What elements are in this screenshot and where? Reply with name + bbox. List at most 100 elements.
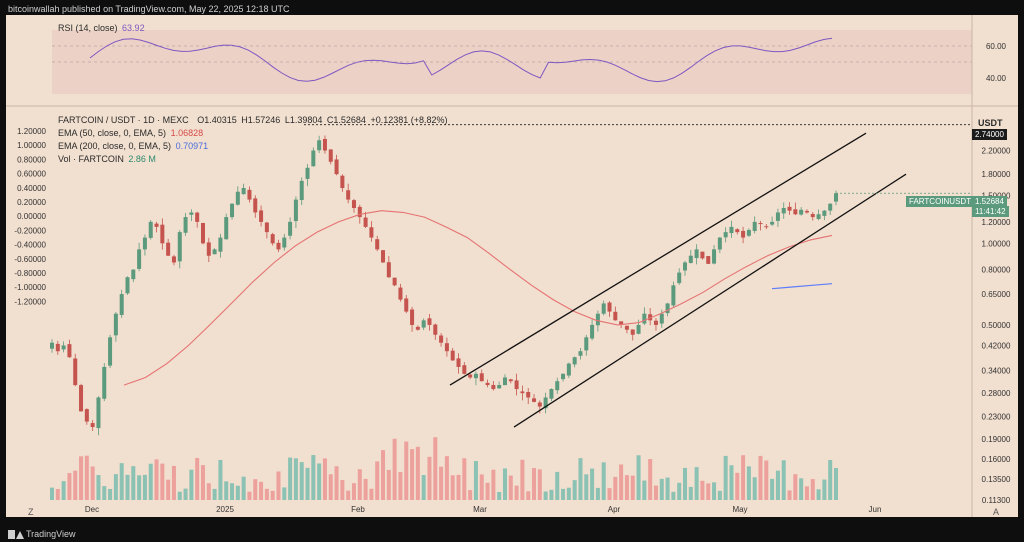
volume-bar — [381, 450, 386, 500]
candle-body — [450, 350, 455, 361]
auto-scale-button[interactable]: A — [993, 507, 1000, 517]
volume-bar — [497, 491, 502, 500]
price-axis-label: 0.13500 — [982, 475, 1011, 484]
zoom-button[interactable]: Z — [28, 507, 34, 517]
volume-bar — [601, 462, 606, 500]
candle-body — [259, 210, 264, 222]
volume-bar — [375, 461, 380, 500]
candle-body — [439, 335, 444, 343]
rsi-legend: RSI (14, close) 63.92 — [56, 23, 145, 33]
rsi-axis-label: 60.00 — [986, 42, 1007, 51]
volume-bar — [253, 479, 258, 500]
volume-bar — [189, 469, 194, 500]
ohlc-low: L1.39804 — [284, 115, 323, 125]
candle-body — [712, 249, 717, 264]
volume-bar — [613, 476, 618, 500]
ema50-label: EMA (50, close, 0, EMA, 5) — [58, 128, 167, 138]
price-axis-label: 0.19000 — [982, 435, 1011, 444]
candle-body — [270, 234, 275, 244]
volume-bar — [595, 487, 600, 500]
price-axis-label: 0.42000 — [982, 341, 1011, 350]
volume-bar — [677, 482, 682, 500]
volume-bar — [712, 482, 717, 500]
price-axis-label: 0.28000 — [982, 389, 1011, 398]
candle-body — [561, 373, 566, 380]
volume-bar — [334, 466, 339, 500]
volume-bar — [810, 479, 815, 500]
candle-body — [375, 239, 380, 250]
candle-body — [317, 140, 322, 151]
volume-bar — [299, 462, 304, 500]
volume-bar — [61, 481, 66, 500]
candle-body — [543, 397, 548, 409]
price-axis-label: 0.50000 — [982, 321, 1011, 330]
volume-bar — [293, 458, 298, 500]
candle-body — [177, 232, 182, 262]
candle-body — [555, 381, 560, 391]
volume-bar — [619, 464, 624, 500]
volume-bar — [729, 465, 734, 500]
price-axis-label: 0.65000 — [982, 290, 1011, 299]
price-axis-label: 1.80000 — [982, 170, 1011, 179]
candle-body — [404, 298, 409, 312]
volume-bar — [50, 487, 54, 500]
volume-bar — [311, 455, 316, 500]
candle-body — [485, 382, 490, 386]
chart-background — [6, 15, 1018, 517]
volume-bar — [154, 459, 159, 500]
candle-body — [61, 345, 66, 350]
time-axis-label: Dec — [85, 505, 99, 514]
ohlc-change: +0.12381 (+8.82%) — [370, 115, 448, 125]
ema50-line — [123, 210, 833, 386]
candle-body — [828, 203, 833, 211]
candle-body — [595, 313, 600, 326]
volume-bar — [659, 478, 664, 500]
volume-bar — [79, 456, 84, 500]
left-axis-label: -0.80000 — [14, 269, 46, 278]
candle-body — [566, 363, 571, 376]
candle-body — [119, 294, 124, 315]
candle-body — [735, 229, 740, 233]
candle-body — [549, 389, 554, 399]
candle-body — [421, 320, 426, 328]
volume-bar — [160, 463, 165, 500]
volume-bar — [683, 467, 688, 500]
candle-body — [683, 262, 688, 271]
volume-bar — [793, 474, 798, 500]
volume-bar — [247, 491, 252, 500]
candle-body — [160, 224, 165, 244]
candle-body — [386, 262, 391, 278]
candle-body — [235, 191, 240, 205]
candle-body — [398, 287, 403, 300]
volume-bar — [206, 483, 211, 500]
candle-body — [665, 303, 670, 314]
candle-body — [462, 365, 467, 374]
volume-bar — [758, 455, 763, 500]
volume-bar — [514, 485, 519, 500]
candle-body — [804, 210, 809, 213]
volume-bar — [386, 469, 391, 500]
volume-bar — [822, 479, 827, 500]
volume-bar — [764, 460, 769, 500]
volume-value: 2.86 M — [128, 154, 156, 164]
candle-body — [590, 324, 595, 339]
candle-body — [357, 206, 362, 218]
volume-bar — [775, 470, 780, 500]
volume-bar — [276, 471, 281, 500]
candle-body — [473, 373, 478, 379]
candle-body — [764, 226, 769, 228]
candle-body — [241, 188, 246, 195]
volume-bar — [212, 488, 217, 500]
volume-bar — [653, 485, 658, 500]
price-axis-label: 1.20000 — [982, 218, 1011, 227]
volume-bar — [171, 465, 176, 500]
volume-bar — [770, 478, 775, 500]
volume-bar — [485, 482, 490, 500]
volume-bar — [468, 490, 473, 500]
candle-body — [79, 385, 84, 412]
left-axis-label: 1.00000 — [17, 141, 46, 150]
volume-bar — [102, 486, 107, 500]
candle-body — [572, 357, 577, 365]
candle-body — [218, 237, 223, 252]
